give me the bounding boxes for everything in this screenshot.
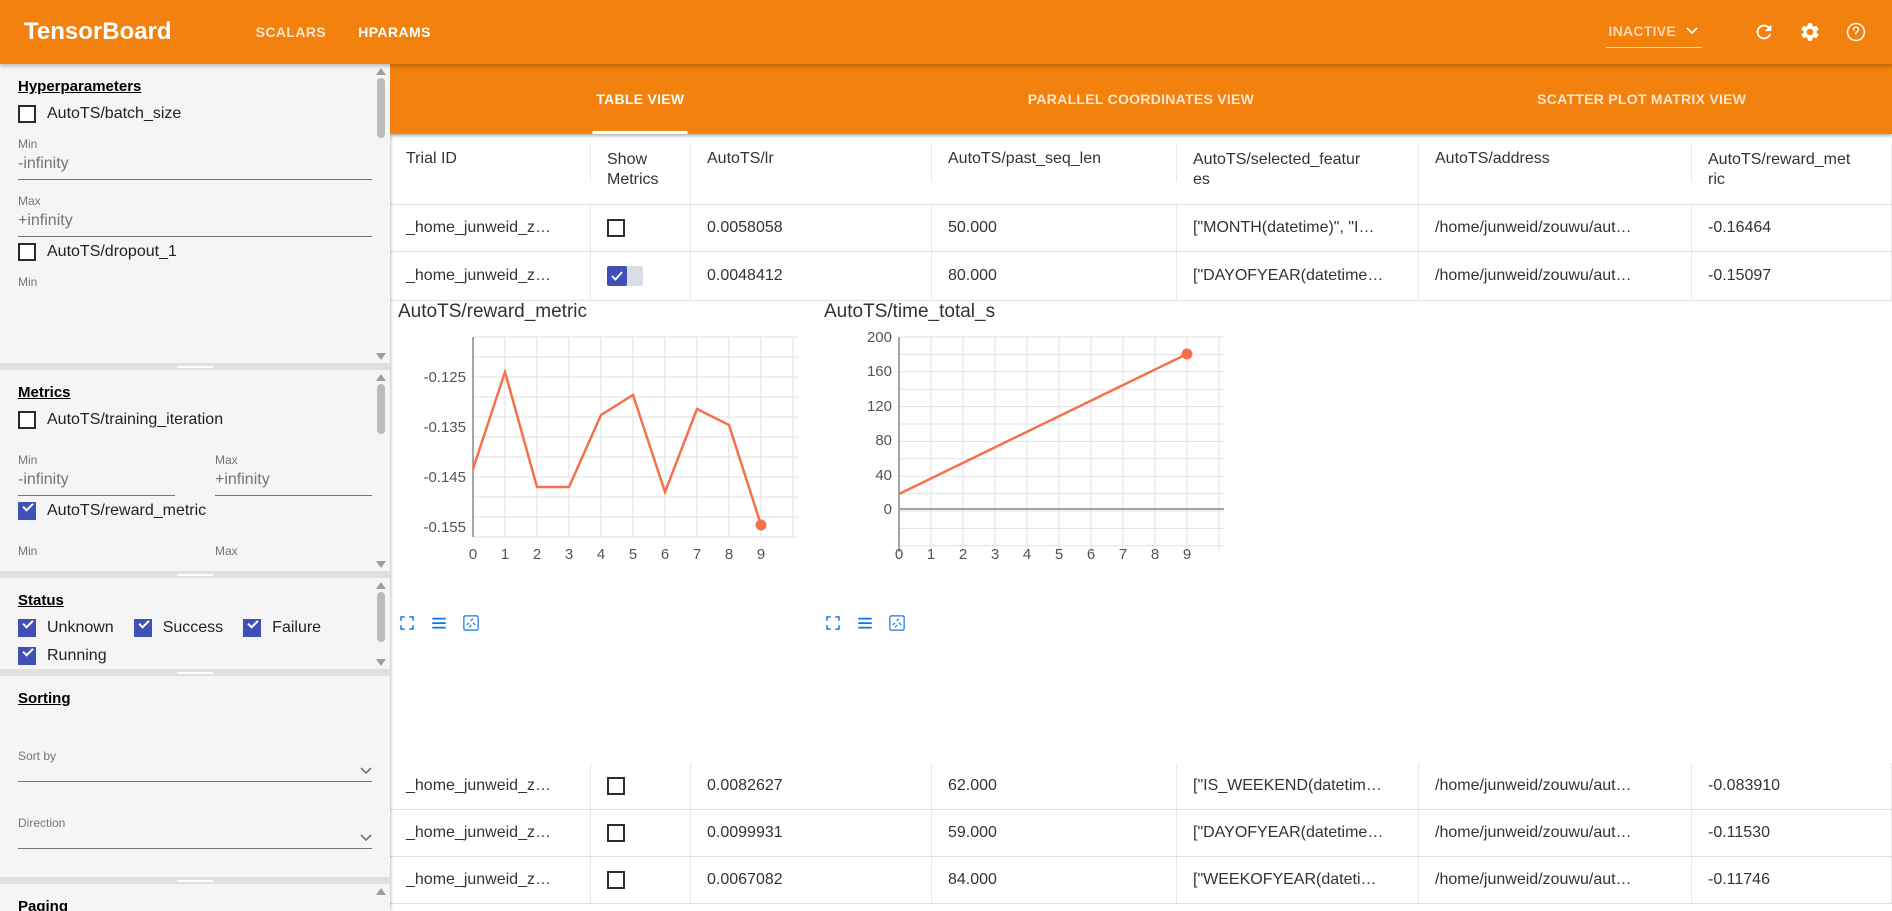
svg-text:9: 9	[757, 546, 765, 563]
svg-text:4: 4	[597, 546, 605, 563]
svg-text:-0.135: -0.135	[423, 419, 466, 436]
svg-text:80: 80	[875, 432, 892, 449]
svg-text:-0.145: -0.145	[423, 469, 466, 486]
svg-text:3: 3	[991, 546, 999, 563]
svg-text:40: 40	[875, 467, 892, 484]
svg-text:2: 2	[533, 546, 541, 563]
svg-text:4: 4	[1023, 546, 1031, 563]
svg-text:8: 8	[725, 546, 733, 563]
svg-text:7: 7	[1119, 546, 1127, 563]
svg-text:0: 0	[895, 546, 903, 563]
svg-text:160: 160	[867, 363, 892, 380]
svg-text:7: 7	[693, 546, 701, 563]
svg-text:9: 9	[1183, 546, 1191, 563]
svg-text:3: 3	[565, 546, 573, 563]
svg-text:1: 1	[501, 546, 509, 563]
svg-text:-0.125: -0.125	[423, 369, 466, 386]
svg-text:2: 2	[959, 546, 967, 563]
svg-text:200: 200	[867, 329, 892, 346]
svg-text:0: 0	[469, 546, 477, 563]
svg-text:6: 6	[661, 546, 669, 563]
svg-text:8: 8	[1151, 546, 1159, 563]
svg-text:1: 1	[927, 546, 935, 563]
svg-text:5: 5	[629, 546, 637, 563]
svg-text:120: 120	[867, 398, 892, 415]
svg-text:6: 6	[1087, 546, 1095, 563]
svg-text:-0.155: -0.155	[423, 519, 466, 536]
svg-text:5: 5	[1055, 546, 1063, 563]
svg-text:0: 0	[884, 501, 892, 518]
